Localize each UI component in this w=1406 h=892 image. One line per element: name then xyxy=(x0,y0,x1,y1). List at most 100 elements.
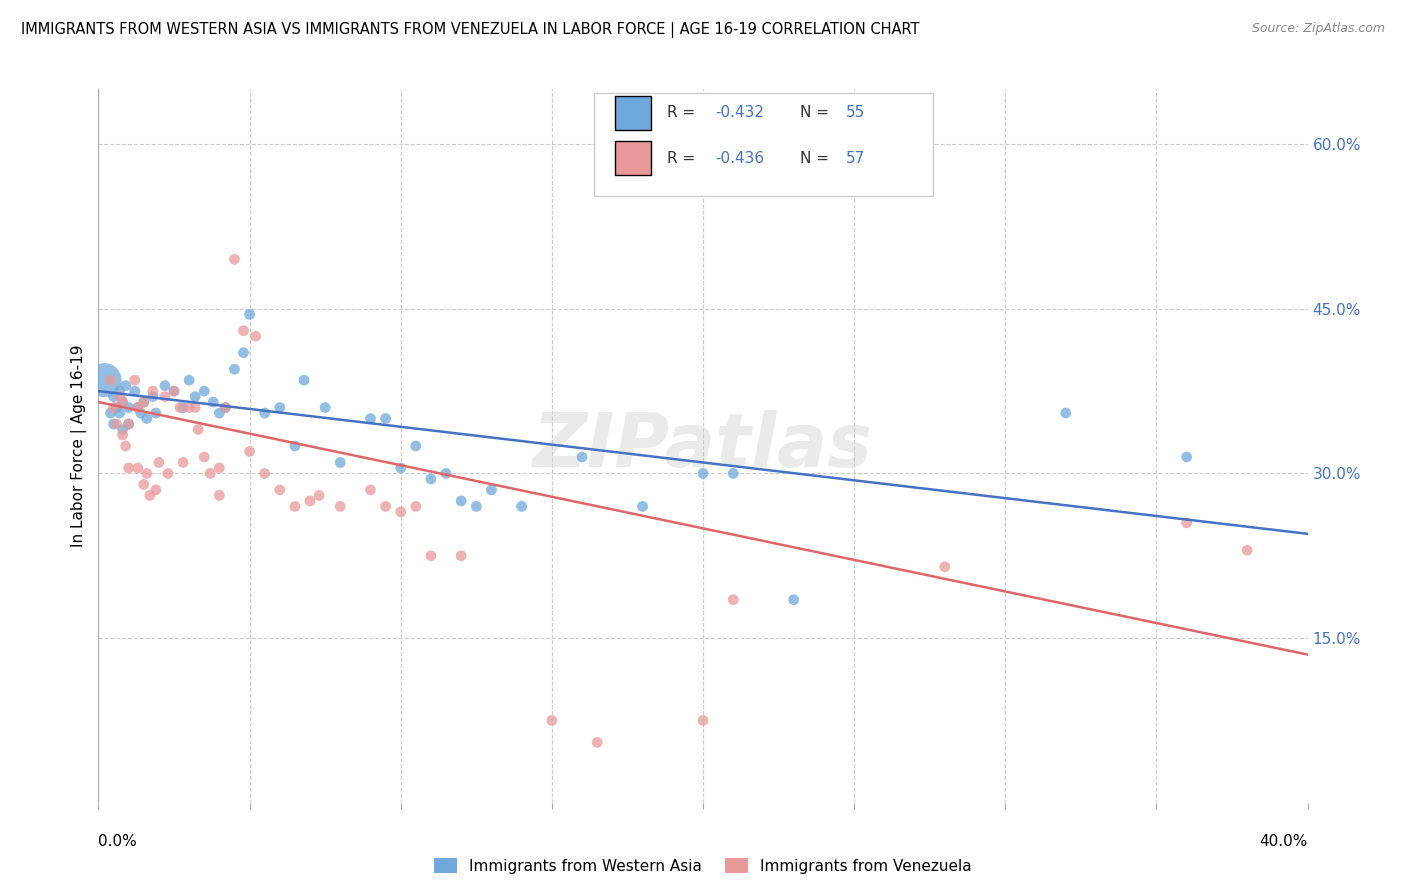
Point xyxy=(132,395,155,409)
Point xyxy=(540,714,562,728)
Point xyxy=(420,472,443,486)
Point xyxy=(187,423,209,437)
Text: N =: N = xyxy=(800,105,834,120)
Point xyxy=(214,401,236,415)
Text: -0.432: -0.432 xyxy=(716,105,763,120)
Point xyxy=(193,384,215,398)
Point xyxy=(163,384,186,398)
Point xyxy=(172,455,194,469)
Point xyxy=(314,401,336,415)
Point xyxy=(571,450,593,464)
Point xyxy=(389,461,412,475)
Point xyxy=(105,401,128,415)
Point xyxy=(284,439,307,453)
Point xyxy=(329,455,352,469)
Point xyxy=(631,500,654,514)
Point xyxy=(103,417,125,431)
Point xyxy=(723,467,745,481)
Point xyxy=(214,401,236,415)
Point xyxy=(124,384,146,398)
Point xyxy=(108,406,131,420)
Point xyxy=(481,483,503,497)
Point xyxy=(118,417,141,431)
Point xyxy=(111,395,134,409)
Text: -0.436: -0.436 xyxy=(716,151,765,166)
Point xyxy=(783,592,806,607)
Point xyxy=(184,390,207,404)
Point xyxy=(132,477,155,491)
Point xyxy=(200,467,222,481)
Point xyxy=(360,411,382,425)
Point xyxy=(153,390,176,404)
Text: 55: 55 xyxy=(845,105,865,120)
Point xyxy=(224,252,246,267)
Point xyxy=(1175,450,1198,464)
Point xyxy=(193,450,215,464)
Point xyxy=(239,444,262,458)
Point xyxy=(450,549,472,563)
Point xyxy=(184,401,207,415)
Text: R =: R = xyxy=(666,151,700,166)
Point xyxy=(232,345,254,359)
Point xyxy=(692,714,714,728)
Text: 57: 57 xyxy=(845,151,865,166)
Point xyxy=(420,549,443,563)
Point xyxy=(93,373,115,387)
Point xyxy=(465,500,488,514)
Point xyxy=(269,483,291,497)
Point xyxy=(114,378,136,392)
Point xyxy=(118,401,141,415)
Point xyxy=(253,467,276,481)
Text: Source: ZipAtlas.com: Source: ZipAtlas.com xyxy=(1251,22,1385,36)
Point xyxy=(111,423,134,437)
Point xyxy=(329,500,352,514)
Point xyxy=(1175,516,1198,530)
Point xyxy=(208,406,231,420)
Point xyxy=(389,505,412,519)
Text: 40.0%: 40.0% xyxy=(1260,834,1308,849)
Text: N =: N = xyxy=(800,151,834,166)
Point xyxy=(111,428,134,442)
Y-axis label: In Labor Force | Age 16-19: In Labor Force | Age 16-19 xyxy=(72,344,87,548)
Point xyxy=(245,329,267,343)
Point xyxy=(692,467,714,481)
Point xyxy=(1236,543,1258,558)
Point xyxy=(114,439,136,453)
Point xyxy=(127,461,149,475)
Point xyxy=(374,411,396,425)
Point xyxy=(284,500,307,514)
Point xyxy=(405,500,427,514)
FancyBboxPatch shape xyxy=(614,95,651,130)
Point xyxy=(510,500,533,514)
Point xyxy=(172,401,194,415)
Point xyxy=(108,384,131,398)
Point xyxy=(127,401,149,415)
Legend: Immigrants from Western Asia, Immigrants from Venezuela: Immigrants from Western Asia, Immigrants… xyxy=(427,852,979,880)
Text: ZIPatlas: ZIPatlas xyxy=(533,409,873,483)
Point xyxy=(232,324,254,338)
Text: IMMIGRANTS FROM WESTERN ASIA VS IMMIGRANTS FROM VENEZUELA IN LABOR FORCE | AGE 1: IMMIGRANTS FROM WESTERN ASIA VS IMMIGRAN… xyxy=(21,22,920,38)
Point xyxy=(139,488,162,502)
Text: 0.0%: 0.0% xyxy=(98,834,138,849)
Point xyxy=(145,406,167,420)
FancyBboxPatch shape xyxy=(595,93,932,196)
Point xyxy=(129,406,152,420)
Point xyxy=(308,488,330,502)
Point xyxy=(124,373,146,387)
Point xyxy=(105,417,128,431)
FancyBboxPatch shape xyxy=(614,141,651,176)
Point xyxy=(148,455,170,469)
Point xyxy=(132,395,155,409)
Point xyxy=(179,401,201,415)
Point xyxy=(239,307,262,321)
Point xyxy=(135,467,157,481)
Point xyxy=(374,500,396,514)
Point xyxy=(208,488,231,502)
Point xyxy=(1054,406,1077,420)
Point xyxy=(111,395,134,409)
Point xyxy=(586,735,609,749)
Point xyxy=(108,390,131,404)
Point xyxy=(163,384,186,398)
Point xyxy=(103,401,125,415)
Point xyxy=(145,483,167,497)
